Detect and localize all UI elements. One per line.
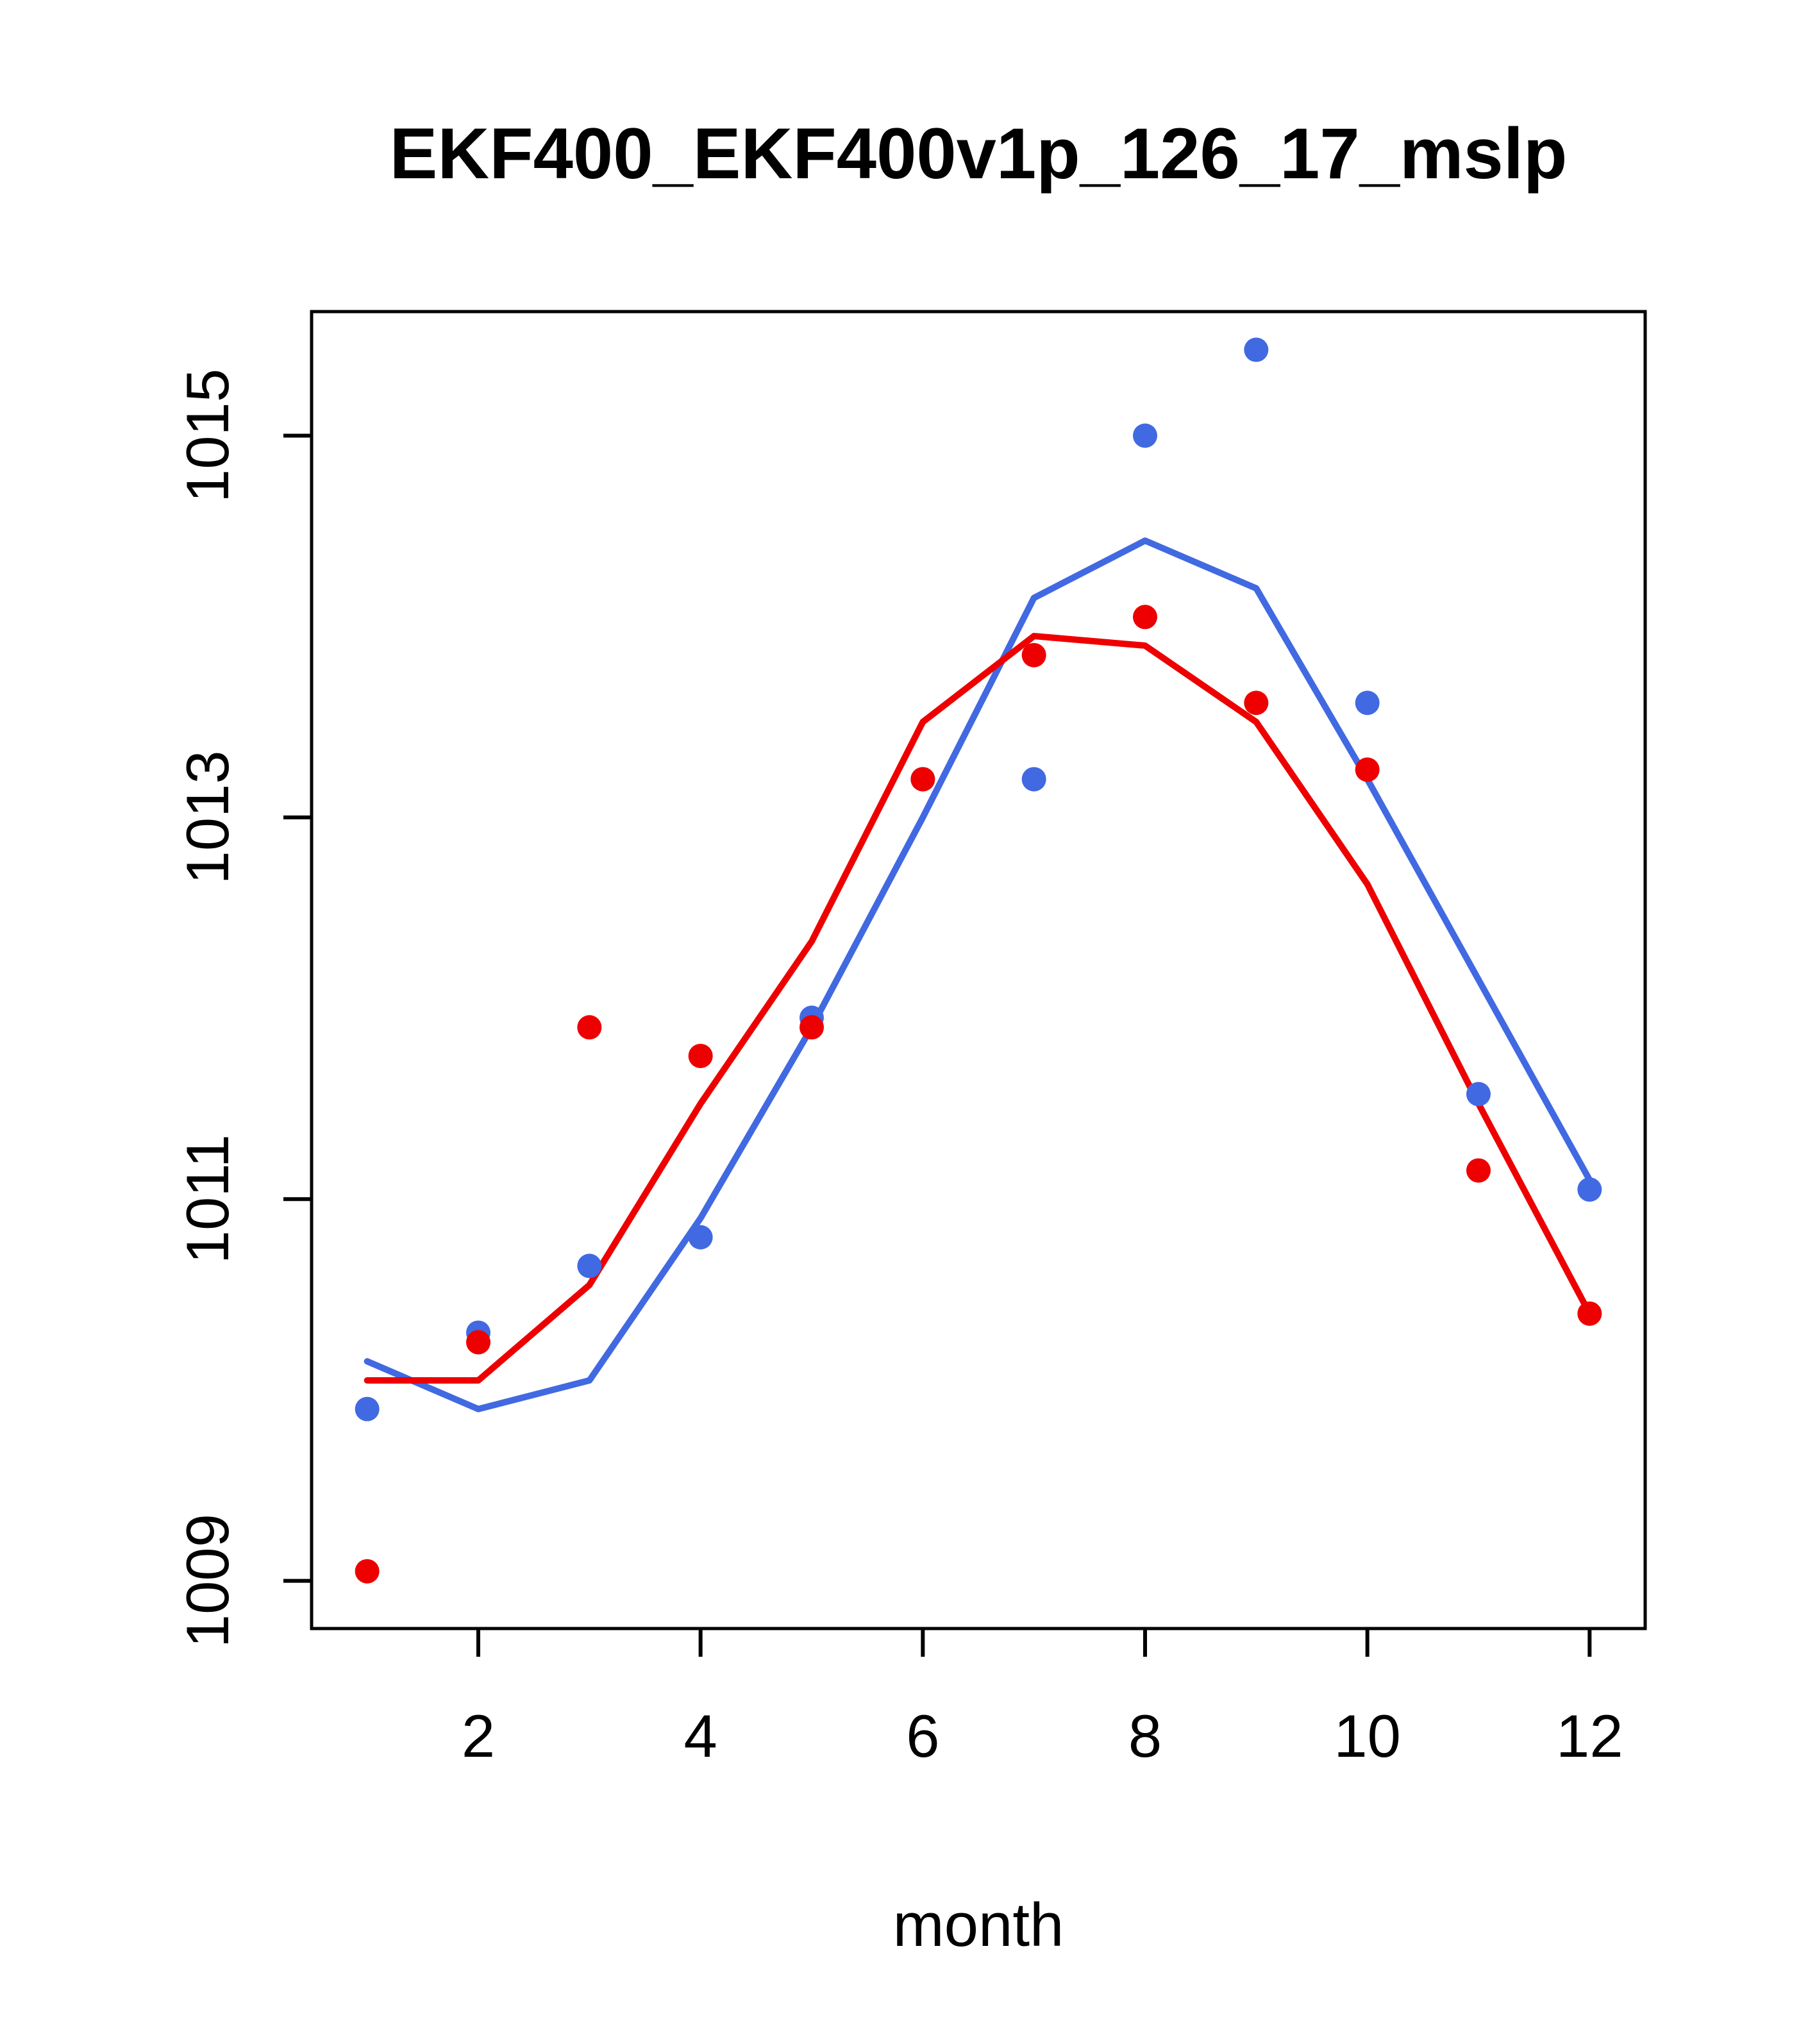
blue-monthly-points-marker bbox=[1244, 337, 1269, 362]
x-tick-label: 8 bbox=[1128, 1702, 1162, 1770]
red-monthly-points-marker bbox=[910, 767, 935, 792]
red-monthly-points-marker bbox=[355, 1559, 380, 1584]
chart-title: EKF400_EKF400v1p_126_17_mslp bbox=[390, 113, 1568, 194]
red-monthly-points-marker bbox=[1577, 1301, 1602, 1326]
blue-monthly-points-marker bbox=[1577, 1177, 1602, 1202]
red-smoothed-line bbox=[364, 633, 1593, 1384]
blue-monthly-points-marker bbox=[577, 1253, 602, 1278]
blue-monthly-points-marker bbox=[1355, 691, 1380, 716]
y-tick-label: 1011 bbox=[174, 1134, 241, 1264]
blue-monthly-points-marker bbox=[1466, 1082, 1491, 1107]
y-tick-label: 1009 bbox=[174, 1514, 241, 1648]
red-monthly-points-marker bbox=[1244, 691, 1269, 716]
x-tick-label: 6 bbox=[906, 1702, 939, 1770]
blue-monthly-points-marker bbox=[1133, 423, 1157, 448]
red-monthly-points-marker bbox=[800, 1015, 824, 1040]
y-tick-label: 1015 bbox=[174, 369, 241, 503]
red-monthly-points-marker bbox=[577, 1015, 602, 1040]
x-tick-label: 2 bbox=[462, 1702, 495, 1770]
blue-smoothed-line bbox=[364, 537, 1593, 1412]
blue-monthly-points-marker bbox=[1021, 767, 1046, 792]
y-tick-label: 1013 bbox=[174, 750, 241, 884]
red-monthly-points-marker bbox=[1466, 1158, 1491, 1183]
red-monthly-points-marker bbox=[466, 1330, 490, 1355]
x-axis-label: month bbox=[893, 1891, 1064, 1959]
blue-monthly-points-marker bbox=[688, 1225, 713, 1250]
red-monthly-points-marker bbox=[1355, 757, 1380, 782]
x-tick-label: 10 bbox=[1334, 1702, 1401, 1770]
x-tick-label: 12 bbox=[1556, 1702, 1623, 1770]
chart-plot-area: 2 4 6 8 10 12 1009 1011 1013 1015 bbox=[174, 310, 1647, 1770]
red-monthly-points-marker bbox=[688, 1043, 713, 1068]
blue-monthly-points-marker bbox=[355, 1396, 380, 1421]
red-monthly-points-marker bbox=[1021, 642, 1046, 667]
red-monthly-points-marker bbox=[1133, 605, 1157, 630]
plot-box bbox=[310, 310, 1647, 1630]
x-tick-label: 4 bbox=[684, 1702, 717, 1770]
